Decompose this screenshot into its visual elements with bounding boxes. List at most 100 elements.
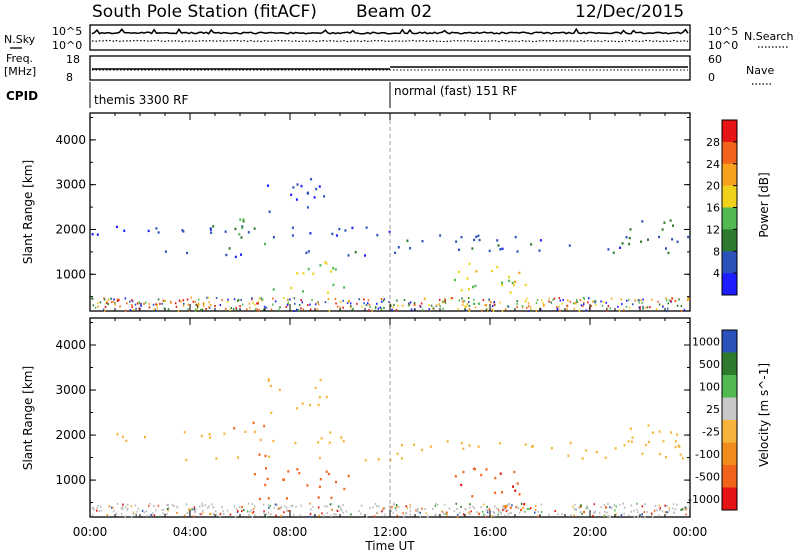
power-echo-cell [530, 243, 533, 246]
velocity-noise-cell [659, 508, 661, 511]
velocity-echo-cell [595, 451, 598, 454]
velocity-echo-cell [294, 441, 297, 445]
velocity-echo-cell [631, 436, 634, 439]
velocity-noise-cell [674, 508, 677, 511]
station-title: South Pole Station (fitACF) [92, 2, 317, 22]
velocity-noise-cell [644, 516, 646, 518]
velocity-noise-cell [456, 516, 459, 519]
power-echo-cell [453, 278, 456, 282]
power-echo-cell [319, 264, 322, 267]
velocity-noise-cell [267, 504, 270, 507]
velocity-noise-cell [150, 513, 153, 516]
power-noise-cell [287, 302, 289, 305]
velocity-noise-cell [608, 515, 611, 518]
power-noise-cell [208, 306, 210, 309]
power-echo-cell [338, 227, 341, 231]
velocity-noise-cell [409, 506, 412, 509]
velocity-noise-cell [226, 509, 229, 512]
power-echo-cell [305, 251, 308, 255]
power-noise-cell [125, 309, 127, 312]
velocity-noise-cell [372, 506, 374, 509]
velocity-noise-cell [637, 515, 639, 518]
power-noise-cell [594, 303, 597, 306]
velocity-y-axis: 1000 2000 3000 4000 [55, 322, 690, 504]
power-noise-cell [161, 302, 163, 305]
power-noise-cell [383, 306, 385, 309]
velocity-echo-cell [318, 485, 321, 488]
power-echo-cell [496, 239, 499, 242]
velocity-noise-cell [124, 506, 127, 509]
power-noise-cell [397, 304, 399, 307]
velocity-echo-cell [259, 438, 262, 442]
power-noise-cell [300, 299, 302, 301]
velocity-noise-cell [482, 503, 485, 506]
velocity-noise-cell [208, 513, 211, 515]
velocity-noise-cell [611, 507, 613, 510]
power-noise-cell [491, 305, 494, 308]
velocity-noise-cell [384, 513, 386, 516]
power-noise-cell [380, 298, 383, 300]
velocity-noise-cell [441, 510, 443, 513]
power-noise-cell [261, 298, 264, 301]
velocity-echo-cell [319, 378, 322, 382]
power-noise-cell [439, 298, 441, 301]
power-noise-cell [256, 302, 258, 305]
power-echo-cell [240, 253, 242, 256]
velocity-noise-cell [654, 505, 657, 507]
power-noise-cell [548, 300, 550, 303]
power-noise-cell [157, 298, 160, 301]
power-noise-cell [645, 306, 647, 309]
power-noise-cell [252, 301, 254, 304]
velocity-noise-cell [672, 507, 674, 510]
velocity-echo-cell [627, 440, 630, 443]
velocity-noise-cell [284, 505, 286, 508]
velocity-noise-cell [115, 512, 118, 515]
velocity-noise-cell [510, 512, 512, 515]
velocity-echo-cell [505, 504, 508, 508]
power-noise-cell [348, 300, 350, 303]
velocity-noise-cell [581, 512, 583, 515]
power-noise-cell [287, 298, 289, 301]
power-noise-cell [540, 299, 543, 302]
velocity-echo-cell [454, 475, 457, 478]
velocity-noise-cell [270, 513, 272, 516]
power-noise-cell [567, 299, 569, 302]
velocity-noise-cell [394, 507, 397, 509]
velocity-noise-cell [496, 507, 498, 510]
velocity-noise-cell [630, 510, 632, 513]
velocity-noise-cell [176, 505, 179, 508]
nsky-label: N.Sky [4, 33, 36, 46]
power-noise-cell [590, 305, 593, 307]
velocity-echo-cell [209, 436, 212, 439]
velocity-noise-cell [497, 513, 499, 516]
power-noise-cell [251, 297, 253, 299]
power-colorbar-swatch [722, 120, 737, 143]
velocity-noise-cell [630, 504, 633, 507]
velocity-noise-cell [470, 510, 472, 513]
velocity-noise-cell [578, 506, 580, 509]
velocity-noise-cell [193, 510, 196, 513]
velocity-echo-cell [287, 470, 290, 473]
power-y-tick-label: 3000 [55, 178, 86, 192]
power-echo-cell [621, 242, 624, 245]
velocity-noise-cell [530, 507, 532, 510]
velocity-echo-cell [630, 440, 633, 443]
velocity-y-tick-label: 1000 [55, 473, 86, 487]
velocity-colorbar-swatch [722, 442, 737, 466]
power-echo-cell [409, 247, 412, 250]
power-noise-cell [610, 297, 613, 300]
power-echo-cell [239, 218, 242, 221]
power-noise-cell [356, 302, 358, 305]
velocity-noise-cell [406, 507, 409, 509]
power-noise-cell [558, 305, 560, 308]
power-noise-cell [592, 300, 594, 303]
velocity-colorbar-tick: 100 [699, 380, 720, 393]
velocity-noise-cell [132, 512, 135, 515]
power-noise-cell [641, 301, 643, 304]
velocity-noise-cell [664, 511, 667, 514]
velocity-noise-cell [494, 505, 496, 508]
velocity-noise-cell [335, 513, 337, 516]
power-noise-cell [421, 309, 424, 311]
power-noise-cell [224, 307, 227, 310]
velocity-noise-cell [134, 504, 137, 507]
